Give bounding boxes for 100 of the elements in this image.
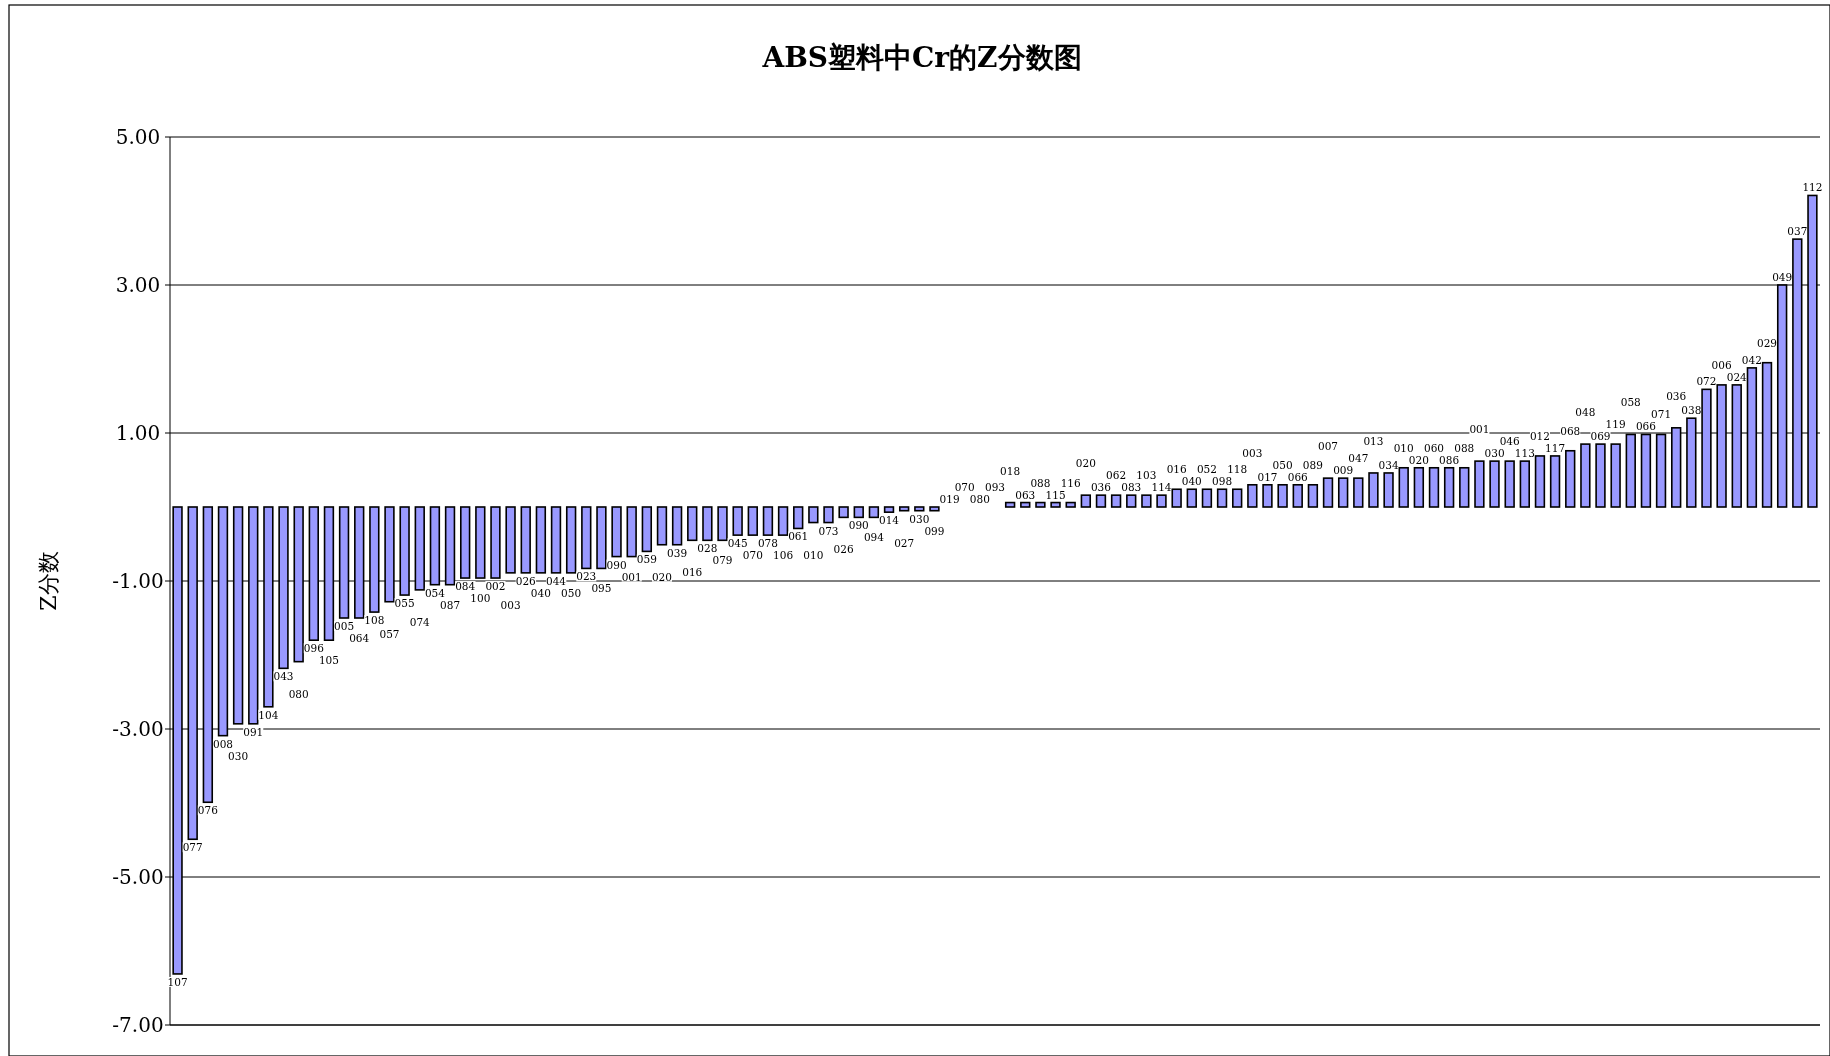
x-tick-label: 113 [1514, 447, 1535, 460]
x-tick-label: 100 [470, 592, 491, 605]
bar [1126, 494, 1137, 508]
bar [1549, 455, 1561, 508]
x-tick-label: 073 [818, 524, 839, 537]
x-tick-label: 080 [288, 687, 309, 700]
bar [1171, 488, 1182, 508]
bar [1428, 466, 1440, 508]
bar [1489, 460, 1500, 508]
x-tick-label: 001 [1469, 423, 1490, 436]
x-tick-label: 108 [364, 614, 385, 627]
x-tick-label: 063 [1015, 488, 1036, 501]
x-tick-label: 003 [1242, 446, 1263, 459]
x-tick-label: 040 [1181, 475, 1202, 488]
x-tick-label: 036 [1666, 389, 1687, 402]
bar [1322, 477, 1334, 508]
x-tick-label: 119 [1605, 418, 1626, 431]
bar [1580, 443, 1591, 508]
x-tick-label: 020 [651, 570, 672, 583]
bar [1565, 449, 1576, 508]
x-tick-label: 059 [636, 553, 657, 566]
bar [641, 506, 653, 553]
x-tick-label: 026 [833, 543, 854, 556]
x-tick-label: 079 [712, 554, 733, 567]
x-tick-label: 076 [197, 804, 219, 817]
bar [1004, 501, 1016, 508]
x-tick-label: 105 [318, 654, 339, 667]
bar [550, 506, 562, 574]
x-tick-label: 117 [1545, 441, 1566, 454]
x-tick-label: 066 [1635, 420, 1657, 433]
x-tick-label: 020 [1075, 457, 1096, 470]
x-tick-label: 050 [1272, 458, 1293, 471]
bar [838, 506, 849, 519]
x-tick-label: 069 [1590, 430, 1611, 443]
x-tick-label: 027 [894, 536, 915, 549]
bar [702, 506, 713, 542]
x-tick-label: 094 [863, 531, 885, 544]
x-tick-label: 091 [243, 725, 264, 738]
bar [1080, 494, 1092, 508]
x-tick-label: 026 [515, 574, 537, 587]
bar [1504, 460, 1515, 508]
bar [1141, 494, 1152, 508]
x-tick-label: 013 [1363, 434, 1384, 447]
bar [1307, 484, 1319, 508]
bar [1065, 501, 1076, 508]
y-tick-label: -7.00 [112, 1013, 164, 1037]
bar [1443, 466, 1455, 508]
x-tick-label: 118 [1227, 463, 1248, 476]
x-tick-label: 001 [621, 570, 642, 583]
bar [1247, 484, 1258, 508]
bar [626, 506, 637, 558]
x-tick-label: 009 [1333, 464, 1354, 477]
bar [596, 506, 607, 570]
x-tick-label: 088 [1454, 441, 1475, 454]
bar [1186, 488, 1197, 508]
bar [1610, 443, 1621, 508]
bar [656, 506, 668, 546]
x-tick-label: 055 [394, 597, 415, 610]
x-tick-label: 010 [1393, 441, 1414, 454]
x-tick-label: 064 [349, 632, 370, 644]
y-tick-label: -5.00 [112, 865, 164, 889]
bar [1292, 484, 1303, 508]
bar [671, 506, 683, 546]
bar [808, 506, 819, 524]
bar [505, 506, 516, 574]
bar [1534, 455, 1546, 508]
x-tick-label: 046 [1499, 435, 1521, 448]
bar [929, 506, 940, 512]
bar [793, 506, 804, 530]
y-tick-label: -1.00 [112, 569, 164, 593]
x-tick-label: 071 [1651, 408, 1672, 421]
x-tick-label: 030 [1484, 447, 1505, 460]
x-tick-label: 080 [969, 493, 990, 505]
bar [1474, 460, 1485, 508]
x-tick-label: 104 [258, 708, 279, 721]
x-tick-label: 057 [379, 627, 400, 640]
bar [611, 506, 622, 558]
x-tick-label: 016 [1166, 463, 1187, 476]
x-tick-label: 093 [984, 481, 1006, 493]
x-tick-label: 043 [273, 670, 294, 683]
x-tick-label: 070 [954, 481, 975, 493]
x-tick-label: 028 [697, 542, 718, 555]
x-tick-label: 087 [440, 598, 461, 611]
x-tick-label: 045 [727, 537, 748, 550]
bar [717, 506, 728, 542]
x-tick-label: 074 [409, 615, 431, 628]
x-tick-label: 078 [757, 537, 778, 550]
x-tick-label: 018 [1000, 464, 1021, 477]
x-tick-label: 066 [1287, 470, 1309, 483]
x-tick-label: 038 [1681, 404, 1702, 417]
x-tick-label: 070 [742, 549, 763, 562]
x-tick-label: 007 [1318, 440, 1339, 453]
x-tick-label: 049 [1772, 271, 1793, 283]
x-tick-label: 037 [1787, 225, 1808, 238]
bar [762, 506, 774, 536]
bar [1277, 484, 1288, 508]
x-tick-label: 062 [1106, 469, 1127, 482]
bar [581, 506, 592, 570]
y-tick-label: 3.00 [115, 273, 161, 297]
x-tick-label: 088 [1030, 476, 1051, 489]
